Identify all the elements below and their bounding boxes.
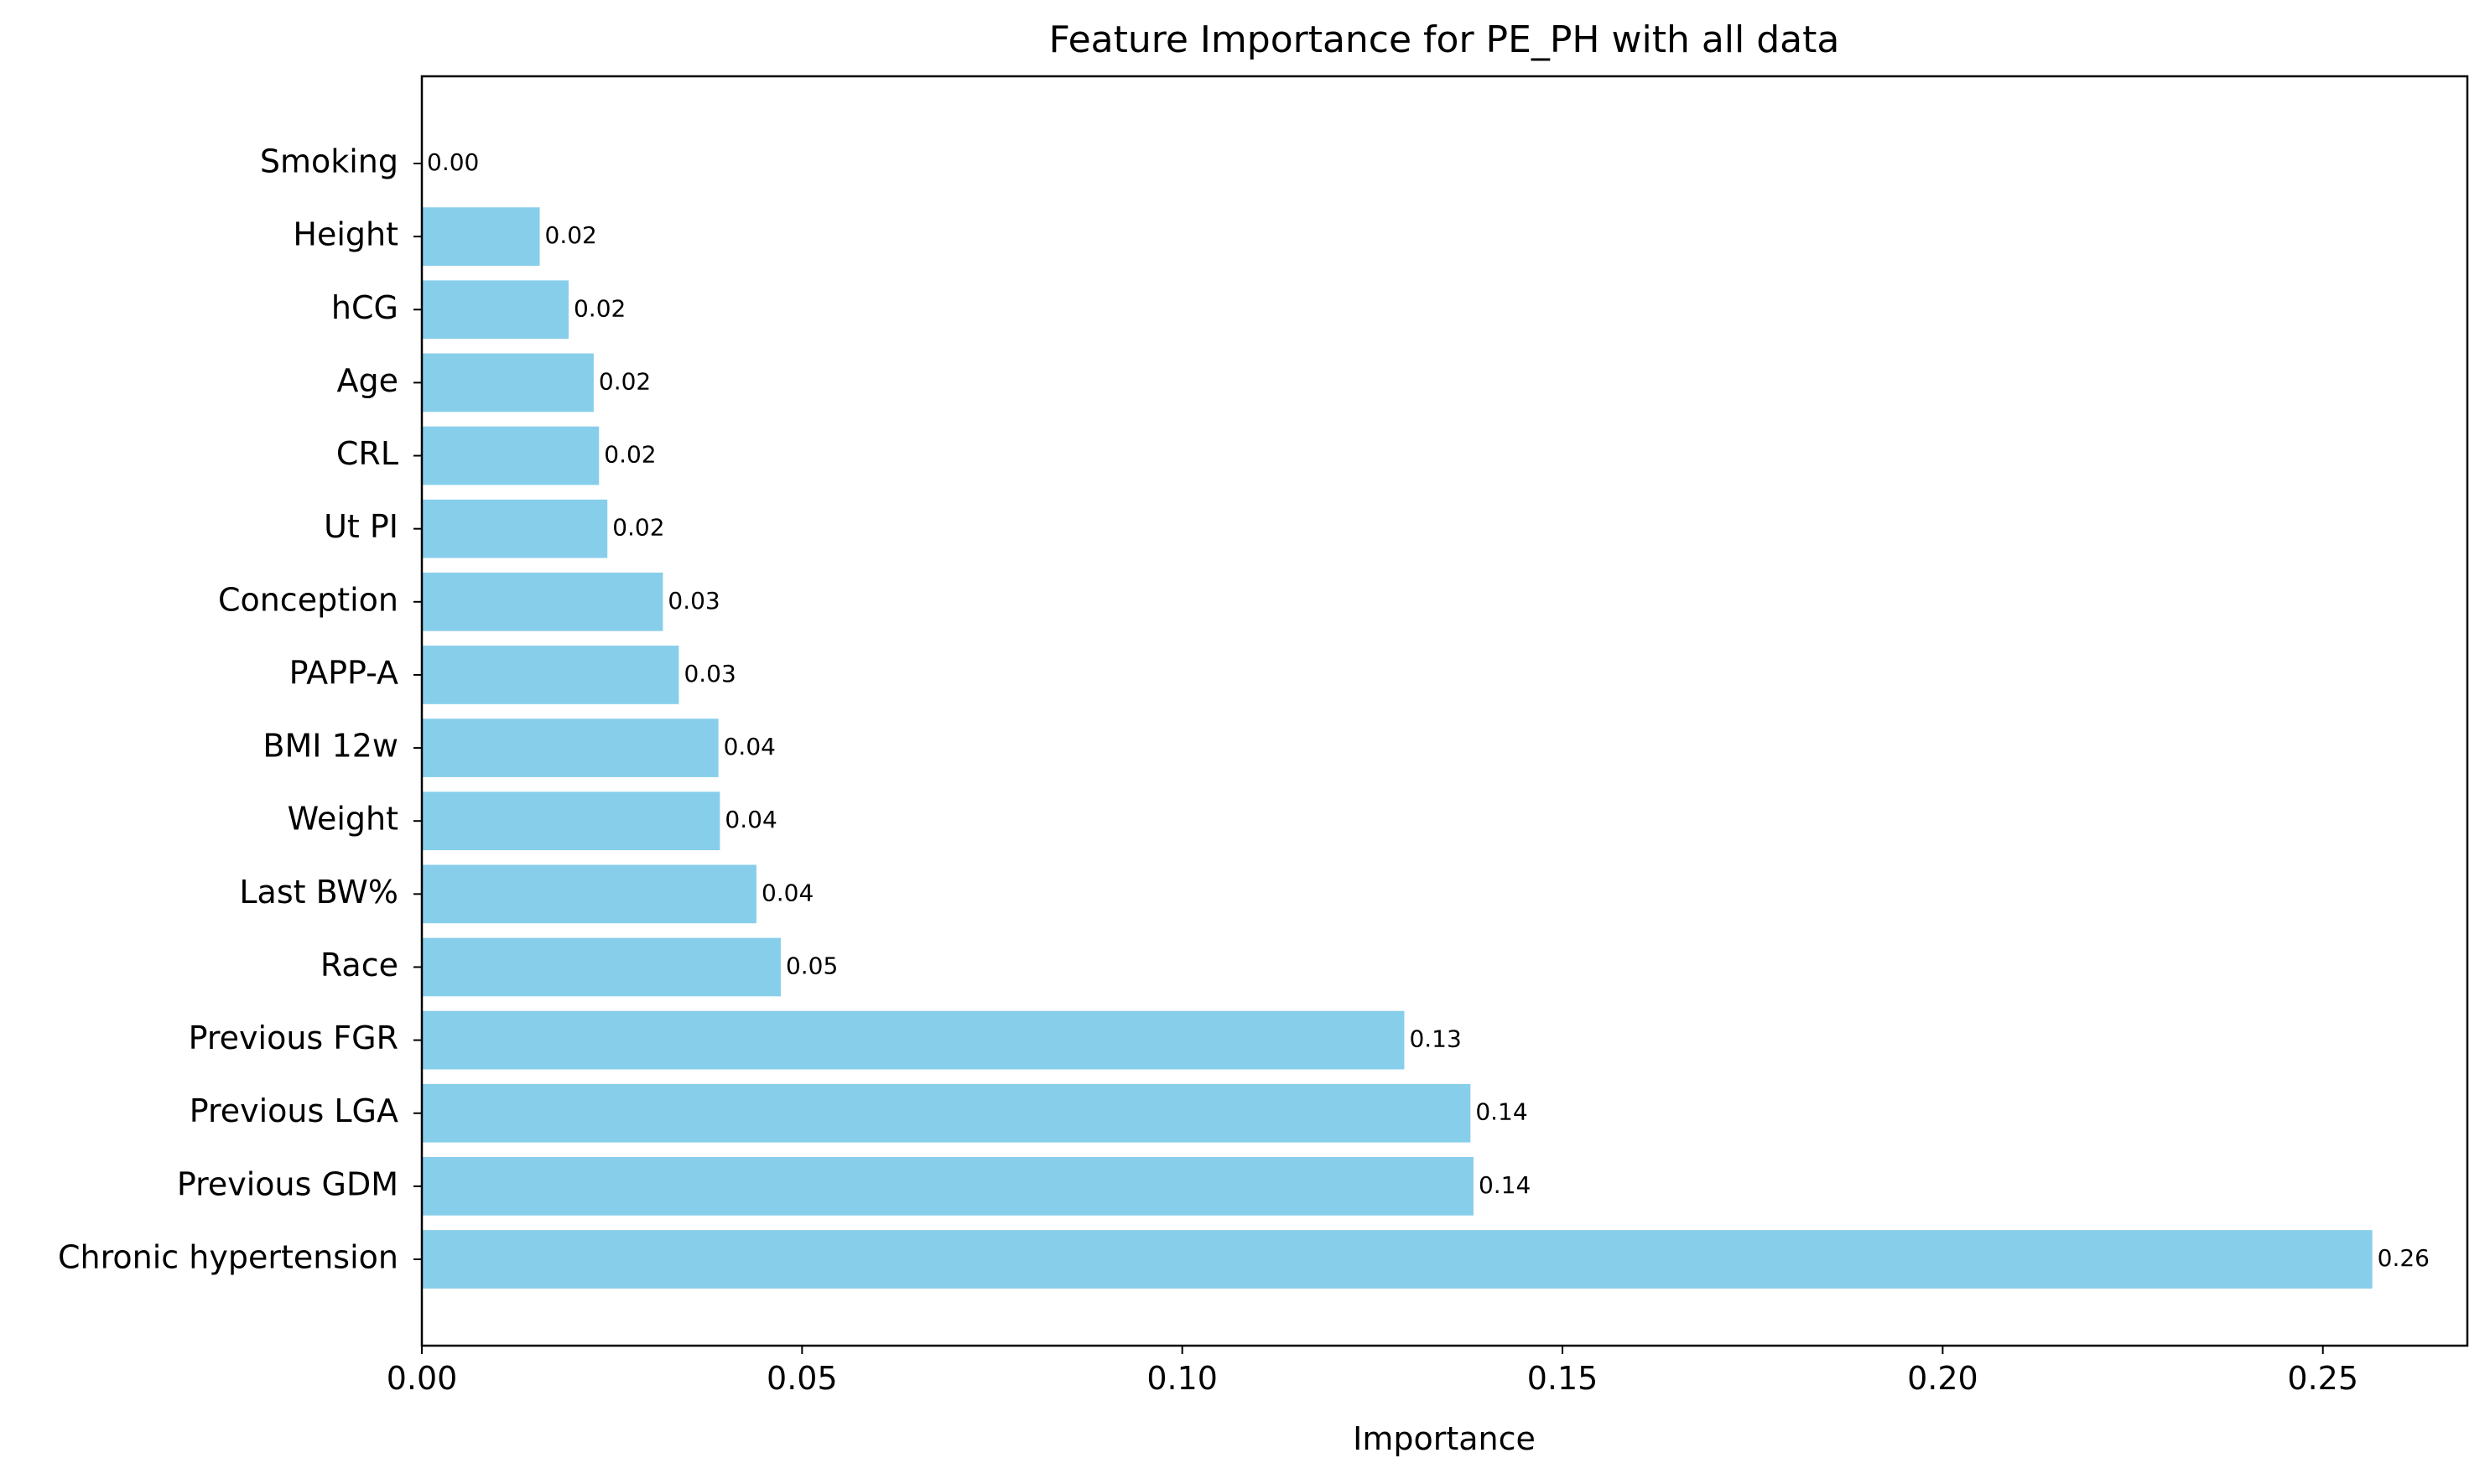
y-tick-label: Previous FGR (189, 1020, 398, 1056)
y-tick-label: PAPP-A (289, 654, 398, 691)
y-tick-label: Age (337, 362, 399, 399)
bar-value-label: 0.04 (762, 879, 814, 906)
y-tick-label: Chronic hypertension (58, 1239, 398, 1276)
bar-previous-gdm (422, 1157, 1474, 1216)
bar-race (422, 937, 781, 997)
x-tick-label: 0.10 (1146, 1360, 1218, 1397)
bar-age (422, 353, 594, 413)
bar-papp-a (422, 646, 679, 704)
y-tick-label: Previous LGA (190, 1092, 398, 1129)
bars-layer (422, 207, 2373, 1289)
bar-value-label: 0.02 (612, 514, 664, 542)
bar-height (422, 207, 540, 266)
bar-value-label: 0.03 (668, 587, 720, 615)
y-tick-label: hCG (331, 289, 398, 326)
x-tick-label: 0.20 (1907, 1360, 1978, 1397)
bar-value-label: 0.13 (1409, 1025, 1461, 1053)
y-ticks-layer: Chronic hypertension Previous GDM Previous… (58, 143, 422, 1276)
y-tick-label: Height (293, 216, 398, 253)
bar-conception (422, 572, 663, 631)
bar-bmi-12w (422, 719, 719, 777)
bar-weight (422, 791, 720, 851)
bar-chronic-hypertension (422, 1230, 2373, 1289)
bar-value-label: 0.14 (1479, 1171, 1531, 1199)
plot-frame (420, 75, 2469, 1347)
bar-value-label: 0.04 (724, 733, 776, 760)
x-tick-label: 0.05 (767, 1360, 838, 1397)
bar-previous-lga (422, 1083, 1471, 1143)
bar-hcg (422, 280, 569, 340)
bar-value-label: 0.14 (1475, 1098, 1527, 1126)
chart-title: Feature Importance for PE_PH with all da… (1049, 18, 1840, 61)
bar-value-label: 0.26 (2378, 1244, 2430, 1272)
y-tick-label: CRL (336, 435, 398, 472)
x-tick-label: 0.00 (387, 1360, 458, 1397)
bar-value-label: 0.02 (604, 441, 656, 469)
y-tick-label: BMI 12w (263, 728, 398, 765)
x-tick-label: 0.15 (1527, 1360, 1598, 1397)
y-tick-label: Previous GDM (177, 1165, 398, 1202)
y-tick-label: Conception (218, 581, 398, 618)
y-tick-label: Last BW% (239, 874, 398, 911)
bar-value-label: 0.02 (574, 294, 626, 322)
bar-value-label: 0.00 (427, 148, 479, 176)
bar-ut-pi (422, 499, 608, 558)
bar-value-label: 0.02 (599, 367, 651, 395)
bar-value-label: 0.02 (545, 221, 597, 249)
x-tick-label: 0.25 (2287, 1360, 2358, 1397)
y-tick-label: Smoking (260, 143, 398, 180)
bar-crl (422, 426, 600, 485)
data-labels-layer: 0.26 0.14 0.14 0.13 0.05 0.04 0.04 0.04 0.03 0.03… (427, 148, 2430, 1272)
bar-value-label: 0.03 (684, 660, 736, 688)
y-tick-label: Race (320, 947, 398, 983)
x-ticks-layer: 0.00 0.05 0.10 0.15 0.20 0.25 (387, 1346, 2358, 1397)
bar-value-label: 0.05 (786, 952, 838, 979)
y-tick-label: Weight (288, 801, 398, 838)
bar-previous-fgr (422, 1010, 1405, 1070)
y-tick-label: Ut PI (324, 508, 398, 545)
bar-last-bw- (422, 864, 756, 924)
x-axis-label: Importance (1353, 1420, 1536, 1457)
bar-value-label: 0.04 (725, 806, 777, 833)
